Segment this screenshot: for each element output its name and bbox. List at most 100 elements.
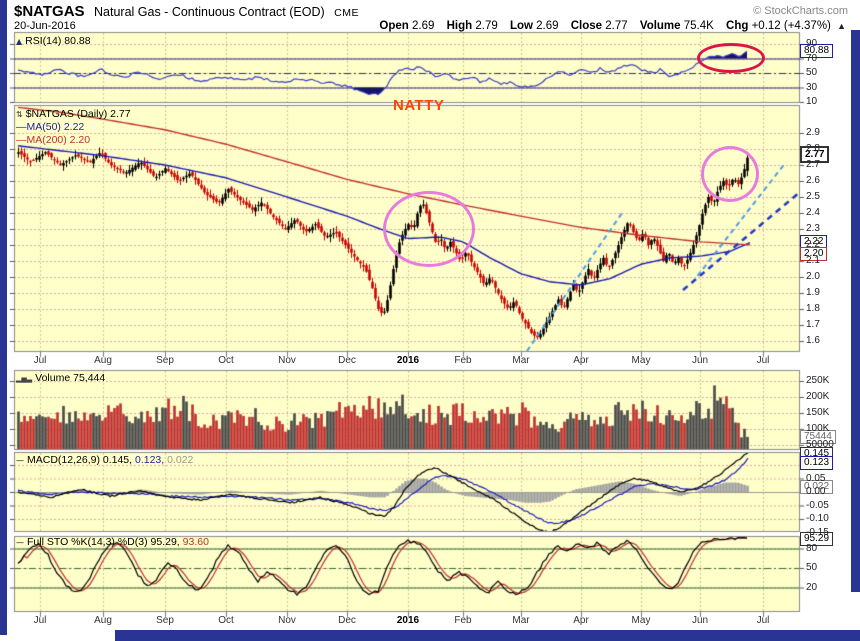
macd-tick-label: -0.15 <box>806 526 829 538</box>
annotation-ellipse <box>697 43 765 73</box>
open-value: 2.69 <box>412 20 435 32</box>
macd-legend: — MACD(12,26,9) 0.145, 0.123, 0.022 <box>16 454 193 467</box>
month-label: Nov <box>278 355 296 366</box>
month-label: Sep <box>156 615 174 626</box>
macd-swatch-icon: — <box>16 456 24 465</box>
close-value: 2.77 <box>605 20 628 32</box>
price-style-icon: ⇅ <box>16 110 23 119</box>
high-value: 2.79 <box>475 20 498 32</box>
price-tick-label: 2.8 <box>806 143 820 154</box>
open-label: Open <box>379 20 409 32</box>
close-label: Close <box>570 20 603 32</box>
price-tick-label: 2.7 <box>806 159 820 170</box>
sto-tick-label: 80 <box>806 542 818 554</box>
macd-tick-label: -0.05 <box>806 499 829 511</box>
ma200-swatch-icon: — <box>16 134 27 146</box>
month-label: Sep <box>156 355 174 366</box>
sto-tick-label: 50 <box>806 562 818 573</box>
volume-legend: ▂▅▃ Volume 75,444 <box>16 372 105 386</box>
price-tick-label: 2.6 <box>806 175 820 186</box>
annotation-ellipse <box>701 146 759 202</box>
month-label: Apr <box>573 615 589 626</box>
month-label: Oct <box>218 615 234 626</box>
rsi-tick-label: 70 <box>806 52 818 64</box>
annotation-ellipse <box>383 191 475 267</box>
macd-value-line: 0.145, <box>102 454 133 466</box>
chg-value: +0.12 (+4.37%) <box>751 20 831 32</box>
volume-tick-label: 250K <box>806 375 830 386</box>
chg-label: Chg <box>726 20 749 32</box>
low-label: Low <box>509 20 533 32</box>
month-label: Dec <box>338 615 356 626</box>
price-legend-symbol: $NATGAS (Daily) <box>25 108 108 120</box>
chart-date: 20-Jun-2016 <box>14 20 76 32</box>
ma50-swatch-icon: — <box>16 121 27 133</box>
month-label: May <box>631 615 651 626</box>
month-label: Jul <box>33 615 47 626</box>
price-tick-label: 2.2 <box>806 239 820 250</box>
sto-swatch-icon: — <box>16 538 24 547</box>
month-label: Apr <box>573 355 589 366</box>
month-label: Mar <box>512 615 530 626</box>
low-value: 2.69 <box>536 20 559 32</box>
macd-hist-value-tag: 0.022 <box>800 480 834 494</box>
price-tick-label: 2.9 <box>806 127 820 138</box>
price-tick-label: 1.7 <box>806 319 820 330</box>
volume-tick-label: 200K <box>806 391 830 402</box>
month-label: 2016 <box>396 355 420 366</box>
price-tick-label: 2.0 <box>806 271 820 282</box>
price-tick-label: 2.5 <box>806 191 820 202</box>
month-label: Jun <box>691 355 709 366</box>
ma200-value-tag: 2.20 <box>800 247 828 261</box>
macd-signal-value-tag: 0.123 <box>800 456 834 470</box>
sto-legend: — Full STO %K(14,3) %D(3) 95.29, 93.60 <box>16 536 209 549</box>
copyright-label: © StockCharts.com <box>753 5 848 17</box>
month-label: Aug <box>94 355 112 366</box>
volume-value: 75.4K <box>683 20 714 32</box>
price-tick-label: 1.6 <box>806 335 820 346</box>
macd-legend-name: MACD(12,26,9) <box>27 454 100 466</box>
macd-value-signal: 0.123, <box>135 454 165 466</box>
volume-legend-name: Volume <box>35 372 71 384</box>
price-tick-label: 2.3 <box>806 223 820 234</box>
month-label: Jul <box>756 355 770 366</box>
volume-value-tag: 75444 <box>800 430 836 444</box>
macd-tick-label: 0.05 <box>806 472 826 484</box>
rsi-value-tag: 80.88 <box>800 44 834 58</box>
chart-header: $NATGAS Natural Gas - Continuous Contrac… <box>14 3 359 21</box>
natty-annotation: NATTY <box>393 97 445 114</box>
price-legend-value: 2.77 <box>110 108 131 120</box>
ma50-legend: MA(50) 2.22 <box>26 121 85 133</box>
macd-tick-label: 0.00 <box>806 486 826 497</box>
sto-value-d: 93.60 <box>182 536 209 548</box>
macd-tick-label: -0.10 <box>806 513 829 524</box>
rsi-legend-value: 80.88 <box>64 35 91 47</box>
month-label: Oct <box>218 355 234 366</box>
sto-legend-name: Full STO %K(14,3) %D(3) <box>27 536 148 548</box>
month-label: Jun <box>691 615 709 626</box>
price-value-tag: 2.77 <box>800 146 830 163</box>
volume-legend-value: 75,444 <box>73 372 106 384</box>
month-label: Feb <box>454 355 472 366</box>
sto-value-k: 95.29, <box>150 536 180 548</box>
month-label: May <box>631 355 651 366</box>
sto-tick-label: 20 <box>806 581 818 593</box>
symbol-title: $NATGAS <box>14 3 85 20</box>
quote-summary: Open 2.69 High 2.79 Low 2.69 Close 2.77 … <box>370 20 846 32</box>
month-label: Aug <box>94 615 112 626</box>
rsi-legend: ▲ RSI(14) 80.88 <box>16 35 91 48</box>
volume-tick-label: 50000 <box>806 439 834 450</box>
rsi-tick-label: 90 <box>806 38 818 49</box>
month-label: Feb <box>454 615 472 626</box>
high-label: High <box>446 20 473 32</box>
rsi-indicator-icon: ▲ <box>16 37 23 46</box>
month-label: Nov <box>278 615 296 626</box>
price-legend: ⇅ $NATGAS (Daily) 2.77 —MA(50) 2.22 —MA(2… <box>16 108 131 147</box>
price-tick-label: 1.8 <box>806 303 820 314</box>
macd-value-hist: 0.022 <box>167 454 194 466</box>
rsi-tick-label: 50 <box>806 67 818 78</box>
month-label: Mar <box>512 355 530 366</box>
volume-label: Volume <box>639 20 681 32</box>
price-tick-label: 1.9 <box>806 287 820 298</box>
